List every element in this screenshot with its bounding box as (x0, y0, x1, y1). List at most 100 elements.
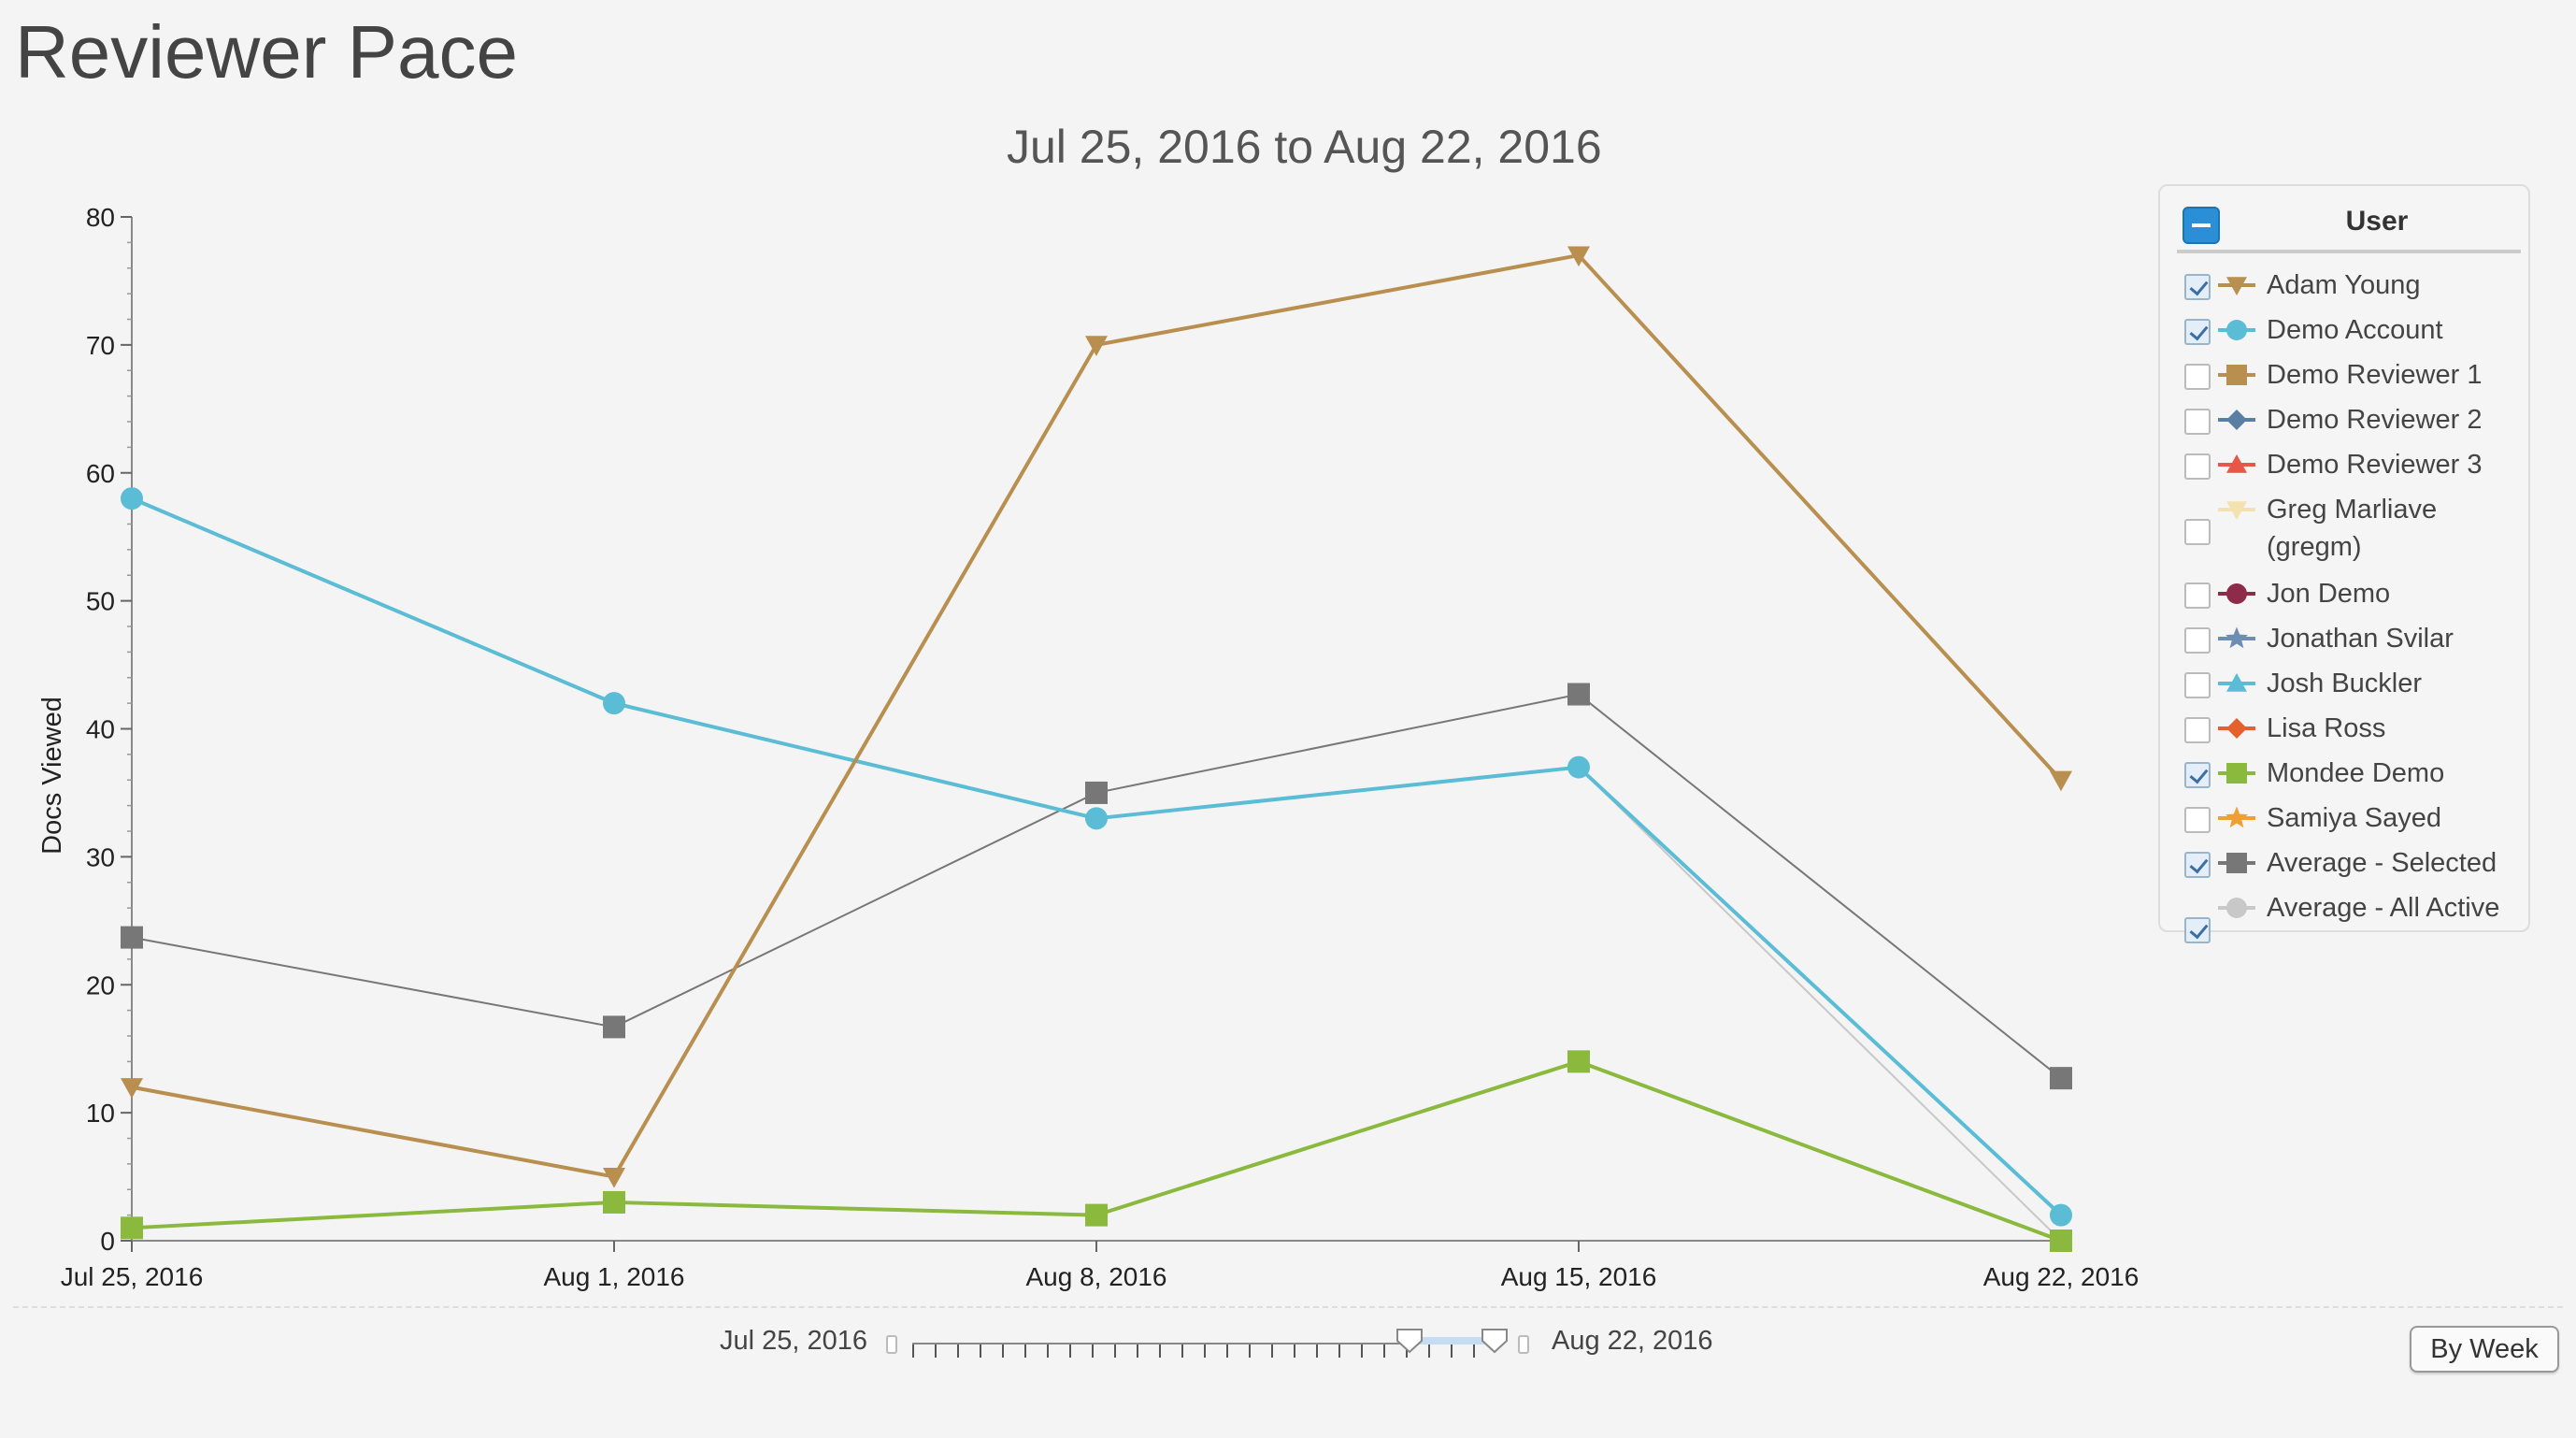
line-chart: 0 10 20 30 40 50 60 70 80 Jul 25, 2016 Aug 1, 2016… (37, 203, 2140, 1291)
slider-selection (1411, 1337, 1497, 1345)
legend-item-label: Jonathan Svilar (2267, 624, 2454, 654)
page-title: Reviewer Pace (15, 10, 519, 93)
data-point-mondee-demo (603, 1190, 625, 1214)
legend-checkbox[interactable] (2184, 627, 2211, 654)
legend-marker-shape (2226, 277, 2247, 295)
x-tick-label: Aug 8, 2016 (1025, 1262, 1166, 1291)
legend-item-label: Demo Reviewer 2 (2267, 405, 2483, 435)
data-point-demo-account (1085, 807, 1108, 830)
legend-item-label: Jon Demo (2267, 579, 2391, 609)
legend-checkbox[interactable] (2184, 762, 2211, 788)
series-mondee-demo (121, 1050, 2072, 1252)
triangle-down-marker-icon (2218, 501, 2255, 520)
legend-item[interactable]: Jonathan Svilar (2177, 616, 2521, 661)
legend-checkbox[interactable] (2184, 409, 2211, 435)
legend-marker-shape (2225, 806, 2248, 828)
legend: User Adam Young Demo Account Demo Reviewer… (2158, 184, 2530, 943)
legend-item[interactable]: Demo Reviewer 1 (2177, 352, 2521, 397)
legend-item[interactable]: Demo Reviewer 3 (2177, 442, 2521, 487)
chart-series (121, 246, 2072, 1252)
legend-item-label: Average - All Active (2267, 893, 2500, 923)
legend-item-label: Mondee Demo (2267, 758, 2445, 788)
legend-marker-shape (2226, 410, 2247, 430)
legend-item[interactable]: Josh Buckler (2177, 661, 2521, 706)
legend-checkbox[interactable] (2184, 852, 2211, 878)
legend-item-label: Adam Young (2267, 270, 2421, 300)
legend-item-label: Demo Account (2267, 315, 2443, 345)
series-line-average-all-active (1578, 766, 2062, 1242)
data-point-demo-account (1567, 755, 1590, 779)
legend-checkbox[interactable] (2184, 453, 2211, 480)
legend-marker-shape (2226, 673, 2247, 692)
range-end-label: Aug 22, 2016 (1552, 1326, 1713, 1356)
legend-checkbox[interactable] (2184, 319, 2211, 345)
series-line-adam-young (131, 253, 2063, 1179)
range-start-label: Jul 25, 2016 (720, 1326, 868, 1356)
legend-checkbox[interactable] (2184, 582, 2211, 609)
series-line-average-selected (131, 693, 2062, 1079)
data-point-mondee-demo (1567, 1050, 1590, 1073)
slider-start-handle[interactable] (1395, 1328, 1424, 1354)
legend-item-label: Demo Reviewer 3 (2267, 450, 2483, 480)
slider-end-handle[interactable] (1481, 1328, 1509, 1354)
legend-checkbox[interactable] (2184, 672, 2211, 698)
legend-item[interactable]: Greg Marliave (gregm) (2177, 487, 2521, 571)
data-point-average-selected (1567, 683, 1590, 706)
legend-marker-shape (2226, 763, 2247, 784)
data-point-average-selected (1085, 781, 1108, 804)
triangle-up-marker-icon (2218, 673, 2255, 692)
legend-item-label: Demo Reviewer 1 (2267, 360, 2483, 390)
divider (13, 1306, 2563, 1308)
legend-marker-shape (2226, 454, 2247, 473)
square-marker-icon (2218, 763, 2255, 784)
series-adam-young (121, 246, 2072, 1188)
star-marker-icon (2218, 806, 2255, 828)
legend-marker-shape (2226, 583, 2247, 604)
triangle-down-marker-icon (2218, 277, 2255, 295)
square-marker-icon (2218, 853, 2255, 873)
by-week-button[interactable]: By Week (2410, 1326, 2559, 1373)
series-line-demo-account (131, 496, 2063, 1217)
legend-checkbox[interactable] (2184, 717, 2211, 743)
legend-item[interactable]: Average - Selected (2177, 841, 2521, 885)
legend-item[interactable]: Demo Reviewer 2 (2177, 397, 2521, 442)
data-point-adam-young (1567, 246, 1590, 267)
y-tick-label: 60 (86, 459, 115, 488)
series-demo-account (121, 487, 2072, 1227)
legend-marker-shape (2226, 718, 2247, 739)
legend-item-label: Average - Selected (2267, 848, 2497, 878)
legend-marker-shape (2226, 853, 2247, 873)
data-point-demo-account (2050, 1203, 2072, 1227)
legend-item[interactable]: Average - All Active (2177, 885, 2521, 970)
legend-item[interactable]: Demo Account (2177, 308, 2521, 352)
legend-collapse-button[interactable] (2182, 207, 2220, 244)
legend-item-label: Samiya Sayed (2267, 803, 2441, 833)
legend-item[interactable]: Samiya Sayed (2177, 796, 2521, 841)
legend-marker-shape (2226, 320, 2247, 340)
data-point-demo-account (603, 692, 625, 715)
series-average-selected (121, 683, 2072, 1090)
circle-marker-icon (2218, 320, 2255, 340)
legend-item[interactable]: Lisa Ross (2177, 706, 2521, 751)
legend-checkbox[interactable] (2184, 917, 2211, 943)
legend-item[interactable]: Mondee Demo (2177, 751, 2521, 796)
square-marker-icon (2218, 365, 2255, 385)
legend-item-label: Lisa Ross (2267, 713, 2386, 743)
y-tick-label: 30 (86, 842, 115, 871)
legend-item[interactable]: Jon Demo (2177, 571, 2521, 616)
legend-checkbox[interactable] (2184, 807, 2211, 833)
date-range-slider[interactable] (886, 1328, 1531, 1374)
legend-marker-shape (2226, 501, 2247, 520)
slider-right-cap (1518, 1335, 1529, 1354)
x-tick-label: Aug 22, 2016 (1983, 1262, 2140, 1291)
y-tick-label: 50 (86, 587, 115, 616)
legend-marker-shape (2226, 365, 2247, 385)
data-point-average-selected (2050, 1067, 2072, 1090)
legend-checkbox[interactable] (2184, 364, 2211, 390)
x-tick-label: Aug 15, 2016 (1501, 1262, 1657, 1291)
legend-checkbox[interactable] (2184, 519, 2211, 545)
data-point-adam-young (2050, 770, 2072, 792)
y-axis-label: Docs Viewed (37, 697, 67, 855)
legend-item[interactable]: Adam Young (2177, 263, 2521, 308)
legend-checkbox[interactable] (2184, 274, 2211, 300)
